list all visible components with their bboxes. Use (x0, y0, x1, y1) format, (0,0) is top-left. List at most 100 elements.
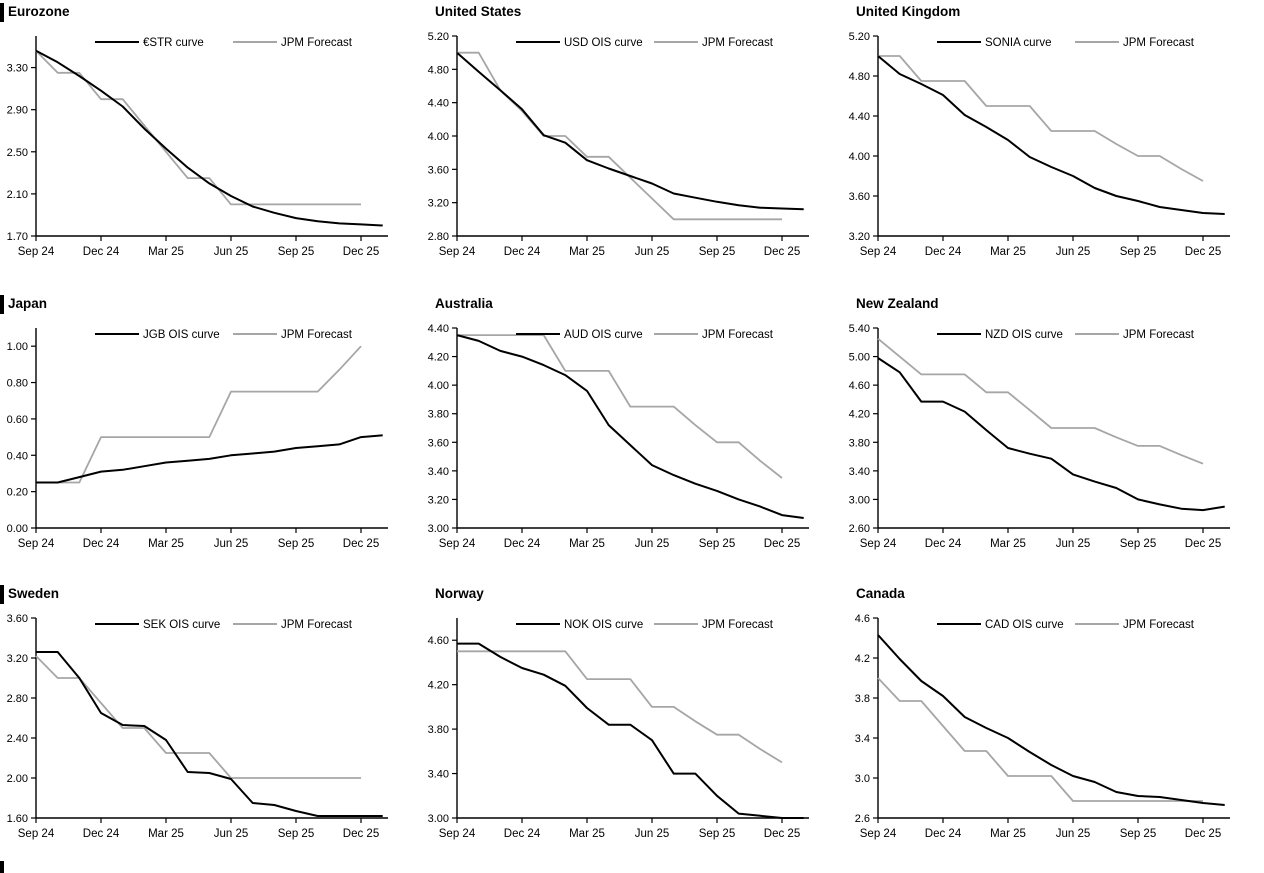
y-tick-label: 5.00 (849, 352, 870, 364)
chart-panel-canada: Canada 2.6 3.0 3.4 3.8 4.2 4.6 Sep 24 Dec 24 Mar… (842, 576, 1264, 873)
y-tick-label: 2.00 (7, 773, 28, 785)
x-tick-label: Dec 25 (343, 828, 379, 840)
x-tick-label: Sep 24 (860, 538, 897, 550)
section-marker-partial (0, 861, 4, 873)
y-tick-label: 3.4 (855, 733, 870, 745)
legend-forecast-label: JPM Forecast (702, 619, 774, 631)
x-tick-label: Mar 25 (148, 246, 184, 258)
x-tick-label: Jun 25 (635, 828, 670, 840)
x-tick-label: Jun 25 (214, 828, 249, 840)
y-tick-label: 3.20 (428, 198, 449, 210)
x-tick-label: Sep 24 (860, 828, 897, 840)
y-tick-label: 3.40 (428, 769, 449, 781)
y-tick-label: 4.40 (428, 98, 449, 110)
y-tick-label: 4.40 (849, 111, 870, 123)
y-tick-label: 3.40 (428, 466, 449, 478)
x-tick-label: Dec 25 (343, 246, 379, 258)
chart-panel-japan: Japan 0.00 0.20 0.40 0.60 0.80 1.00 Sep 24 Dec … (0, 286, 421, 576)
x-tick-label: Mar 25 (990, 246, 1026, 258)
section-marker (0, 585, 4, 604)
ois-curve-line (35, 49, 383, 227)
ois-curve-line (36, 434, 383, 484)
chart-canvas-sweden: 1.60 2.00 2.40 2.80 3.20 3.60 Sep 24 Dec 24 Mar … (7, 613, 388, 840)
jpm-forecast-line (457, 650, 783, 764)
y-tick-label: 4.20 (428, 352, 449, 364)
x-tick-label: Dec 24 (83, 828, 120, 840)
x-tick-label: Dec 25 (343, 538, 379, 550)
y-tick-label: 2.40 (7, 733, 28, 745)
x-tick-label: Mar 25 (990, 828, 1026, 840)
chart-canvas-canada: 2.6 3.0 3.4 3.8 4.2 4.6 Sep 24 Dec 24 Mar 25 Jun … (855, 613, 1230, 840)
legend-forecast-label: JPM Forecast (702, 37, 774, 49)
x-tick-label: Sep 24 (860, 246, 897, 258)
chart-canvas-eurozone: 1.70 2.10 2.50 2.90 3.30 Sep 24 Dec 24 Mar 25 Ju… (7, 36, 388, 258)
y-tick-label: 4.80 (428, 64, 449, 76)
jpm-forecast-line (877, 338, 1204, 465)
y-tick-label: 3.60 (428, 437, 449, 449)
x-tick-label: Sep 25 (1120, 538, 1156, 550)
x-tick-label: Mar 25 (148, 538, 184, 550)
legend-curve-label: €STR curve (143, 37, 204, 49)
y-tick-label: 2.80 (7, 693, 28, 705)
y-tick-label: 3.80 (849, 437, 870, 449)
y-tick-label: 4.60 (428, 635, 449, 647)
y-tick-label: 4.40 (428, 323, 449, 335)
x-tick-label: Jun 25 (635, 538, 670, 550)
legend-curve-label: SONIA curve (985, 37, 1051, 49)
chart-panel-eurozone: Eurozone 1.70 2.10 2.50 2.90 3.30 Sep 24 Dec 2… (0, 0, 421, 286)
x-tick-label: Dec 25 (764, 538, 800, 550)
y-tick-label: 3.80 (428, 409, 449, 421)
y-tick-label: 2.6 (855, 813, 870, 825)
x-tick-label: Sep 24 (18, 538, 55, 550)
legend-curve-label: SEK OIS curve (143, 619, 220, 631)
y-tick-label: 4.00 (849, 151, 870, 163)
legend-curve-label: NZD OIS curve (985, 329, 1063, 341)
x-tick-label: Jun 25 (1056, 246, 1091, 258)
chart-title-norway: Norway (435, 586, 484, 601)
y-tick-label: 1.70 (7, 231, 28, 243)
y-tick-label: 4.6 (855, 613, 870, 625)
y-tick-label: 2.80 (428, 231, 449, 243)
x-tick-label: Jun 25 (1056, 828, 1091, 840)
x-tick-label: Sep 24 (18, 828, 55, 840)
x-tick-label: Sep 25 (699, 538, 735, 550)
x-tick-label: Sep 24 (439, 538, 476, 550)
legend-curve-label: AUD OIS curve (564, 329, 643, 341)
y-tick-label: 3.20 (7, 653, 28, 665)
x-tick-label: Dec 25 (1185, 538, 1221, 550)
x-tick-label: Sep 25 (278, 828, 314, 840)
legend-curve-label: CAD OIS curve (985, 619, 1064, 631)
x-tick-label: Sep 25 (699, 246, 735, 258)
y-tick-label: 1.60 (7, 813, 28, 825)
y-tick-label: 3.8 (855, 693, 870, 705)
x-tick-label: Sep 24 (439, 828, 476, 840)
x-tick-label: Mar 25 (569, 538, 605, 550)
y-tick-label: 0.40 (7, 450, 28, 462)
chart-canvas-norway: 3.00 3.40 3.80 4.20 4.60 Sep 24 Dec 24 Mar 25 Ju… (428, 618, 809, 840)
ois-curve-line (877, 634, 1225, 806)
x-tick-label: Mar 25 (569, 828, 605, 840)
x-tick-label: Jun 25 (1056, 538, 1091, 550)
jpm-forecast-line (35, 655, 361, 779)
chart-panel-australia: Australia 3.00 3.20 3.40 3.60 3.80 4.00 4.20 4.… (421, 286, 842, 576)
legend-curve-label: NOK OIS curve (564, 619, 643, 631)
x-tick-label: Dec 24 (83, 538, 120, 550)
ois-curve-line (456, 334, 804, 519)
y-tick-label: 3.00 (428, 523, 449, 535)
y-tick-label: 4.60 (849, 380, 870, 392)
legend-forecast-label: JPM Forecast (702, 329, 774, 341)
section-marker (0, 295, 4, 314)
x-tick-label: Mar 25 (569, 246, 605, 258)
chart-title-eurozone: Eurozone (8, 4, 70, 19)
chart-title-canada: Canada (856, 586, 905, 601)
section-marker (0, 3, 4, 22)
y-tick-label: 5.20 (849, 31, 870, 43)
chart-canvas-australia: 3.00 3.20 3.40 3.60 3.80 4.00 4.20 4.40 Sep 24 De… (428, 323, 809, 550)
y-tick-label: 3.30 (7, 63, 28, 75)
legend-forecast-label: JPM Forecast (1123, 37, 1195, 49)
x-tick-label: Jun 25 (635, 246, 670, 258)
y-tick-label: 3.40 (849, 466, 870, 478)
x-tick-label: Dec 24 (504, 246, 541, 258)
y-tick-label: 4.80 (849, 71, 870, 83)
x-tick-label: Dec 25 (1185, 246, 1221, 258)
